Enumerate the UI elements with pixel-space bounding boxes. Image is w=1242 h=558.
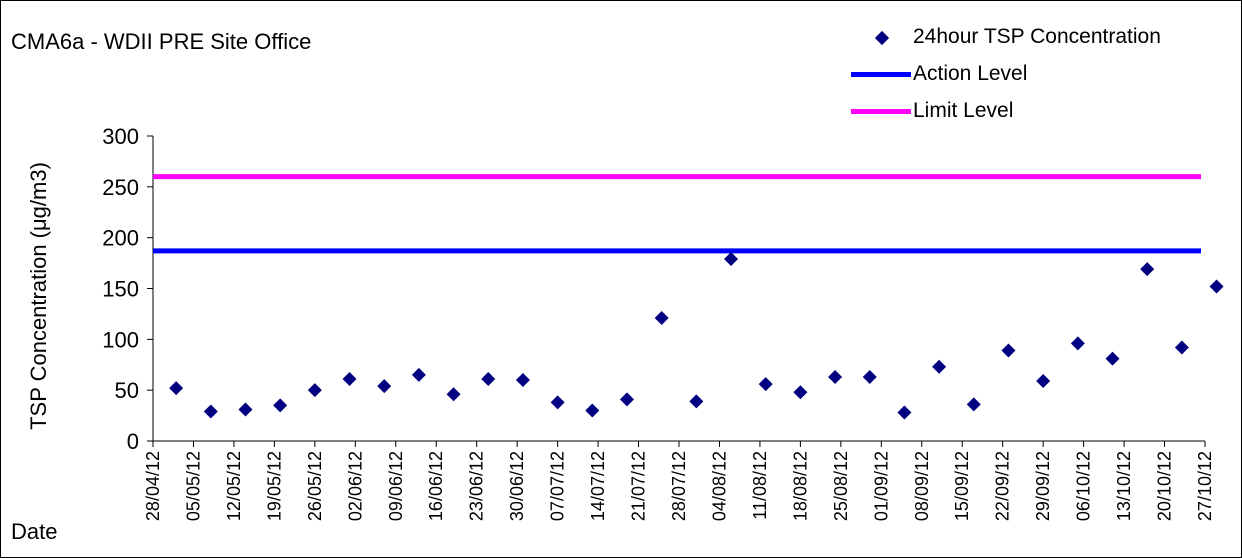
tsp-data-point [446,387,461,402]
tsp-data-point [724,252,739,267]
tsp-data-point [1209,279,1224,294]
tsp-data-point [758,377,773,392]
y-tick-label: 300 [102,124,139,149]
x-tick-label: 26/05/12 [305,451,325,521]
y-axis-label: TSP Concentration (μg/m3) [26,162,51,430]
tsp-data-point [203,404,218,419]
tsp-data-point [897,405,912,420]
tsp-data-point [793,385,808,400]
x-tick-label: 06/10/12 [1074,451,1094,521]
tsp-data-point [1001,343,1016,358]
x-tick-label: 01/09/12 [871,451,891,521]
legend-item-action-level: Action Level [849,60,1239,90]
legend-label-limit-level: Limit Level [913,99,1014,122]
x-tick-label: 09/06/12 [386,451,406,521]
tsp-data-point [238,402,253,417]
x-tick-label: 05/05/12 [183,451,203,521]
y-tick-label: 50 [115,378,139,403]
legend-label-tsp: 24hour TSP Concentration [913,25,1161,48]
tsp-data-point [862,369,877,384]
tsp-data-point [169,381,184,396]
legend-label-action-level: Action Level [913,62,1028,85]
tsp-data-point [273,398,288,413]
x-tick-label: 12/05/12 [224,451,244,521]
x-tick-label: 28/04/12 [143,451,163,521]
tsp-data-point [966,397,981,412]
x-tick-label: 04/08/12 [709,451,729,521]
x-tick-label: 15/09/12 [952,451,972,521]
tsp-data-point [307,383,322,398]
diamond-marker-icon [874,30,890,46]
x-tick-label: 14/07/12 [588,451,608,521]
legend-item-limit-level: Limit Level [849,97,1239,127]
x-tick-label: 19/05/12 [264,451,284,521]
x-tick-label: 18/08/12 [790,451,810,521]
x-tick-label: 25/08/12 [831,451,851,521]
tsp-data-point [1036,374,1051,389]
magenta-line-icon [851,109,911,114]
x-tick-label: 02/06/12 [345,451,365,521]
tsp-data-point [515,373,530,387]
x-tick-label: 23/06/12 [467,451,487,521]
tsp-data-point [828,369,843,384]
tsp-data-point [1140,262,1155,277]
blue-line-icon [851,72,911,77]
tsp-data-point [377,379,392,394]
x-tick-label: 16/06/12 [426,451,446,521]
x-tick-label: 07/07/12 [548,451,568,521]
tsp-data-point [1070,336,1085,351]
x-tick-label: 11/08/12 [750,451,770,520]
legend-item-tsp: 24hour TSP Concentration [849,23,1239,53]
x-tick-label: 28/07/12 [669,451,689,521]
x-axis-label: Date [11,519,58,544]
y-tick-label: 250 [102,175,139,200]
chart-title: CMA6a - WDII PRE Site Office [11,29,312,54]
tsp-data-point [689,394,704,409]
tsp-data-point [619,392,634,407]
tsp-data-point [550,395,565,410]
x-tick-label: 21/07/12 [629,451,649,521]
y-tick-label: 200 [102,226,139,251]
tsp-data-point [585,403,600,418]
tsp-data-point [932,359,947,374]
tsp-data-point [654,310,669,325]
x-tick-label: 27/10/12 [1195,451,1215,521]
y-tick-label: 150 [102,277,139,302]
x-tick-label: 29/09/12 [1033,451,1053,521]
x-tick-label: 08/09/12 [912,451,932,521]
tsp-data-point [1174,340,1189,355]
x-tick-label: 13/10/12 [1114,451,1134,521]
y-tick-label: 100 [102,327,139,352]
tsp-data-point [342,371,357,386]
tsp-data-point [411,367,426,382]
x-tick-label: 22/09/12 [993,451,1013,521]
tsp-data-point [481,371,496,386]
x-tick-label: 30/06/12 [507,451,527,521]
y-tick-label: 0 [127,429,139,454]
tsp-data-point [1105,351,1120,366]
x-tick-label: 20/10/12 [1155,451,1175,521]
